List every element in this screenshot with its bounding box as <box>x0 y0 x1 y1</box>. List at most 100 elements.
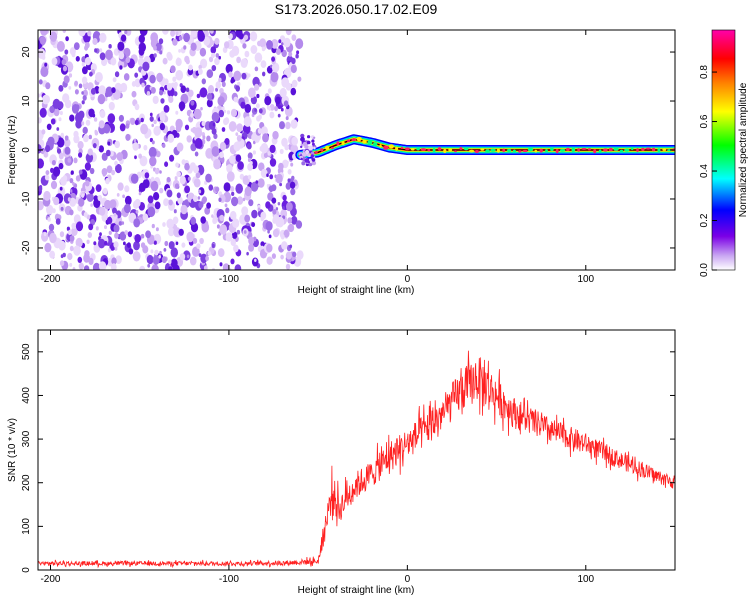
signal-cell <box>641 147 645 151</box>
signal-cell <box>320 148 324 152</box>
noise-cell <box>99 48 103 53</box>
noise-cell <box>198 253 202 258</box>
signal-cell <box>613 147 619 151</box>
noise-cell <box>209 30 214 34</box>
noise-cell <box>147 195 154 204</box>
noise-cell <box>92 262 101 270</box>
signal-cell <box>512 149 517 153</box>
noise-cell <box>52 166 61 177</box>
signal-cell <box>468 149 475 153</box>
noise-cell <box>60 132 64 138</box>
noise-cell <box>81 76 88 84</box>
noise-cell <box>162 30 169 35</box>
noise-cell <box>195 171 201 179</box>
noise-cell <box>127 231 133 238</box>
noise-cell <box>39 107 47 118</box>
noise-cell <box>270 71 279 83</box>
noise-cell <box>45 82 51 90</box>
noise-cell <box>218 77 222 83</box>
y-tick-label: 0 <box>21 147 32 153</box>
noise-cell <box>283 229 290 238</box>
noise-cell <box>290 162 294 167</box>
noise-cell <box>169 154 175 162</box>
noise-cell <box>257 207 261 212</box>
noise-cell <box>173 227 181 238</box>
noise-cell <box>85 119 91 126</box>
noise-cell <box>242 43 247 49</box>
noise-cell <box>106 165 113 174</box>
noise-cell <box>126 242 131 248</box>
noise-cell <box>125 133 131 141</box>
noise-cell <box>141 82 145 88</box>
noise-cell <box>196 243 201 250</box>
noise-cell <box>60 206 64 211</box>
noise-cell <box>159 170 162 174</box>
noise-cell <box>107 248 111 253</box>
signal-cell <box>480 148 485 151</box>
noise-cell <box>40 66 49 78</box>
noise-cell <box>190 112 194 118</box>
noise-cell <box>200 107 203 111</box>
noise-cell <box>153 53 157 58</box>
noise-cell <box>240 58 248 68</box>
noise-cell <box>202 135 206 140</box>
noise-cell <box>64 49 69 55</box>
noise-cell <box>212 122 216 127</box>
noise-cell <box>114 232 119 239</box>
noise-cell <box>254 66 259 72</box>
noise-cell <box>164 240 169 247</box>
noise-cell <box>279 121 285 130</box>
noise-cell <box>206 202 212 209</box>
noise-cell <box>288 223 295 233</box>
noise-cell <box>260 168 268 178</box>
noise-cell <box>167 53 173 61</box>
noise-cell <box>217 96 225 106</box>
signal-cell <box>395 146 399 151</box>
noise-cell <box>153 45 157 51</box>
signal-cell <box>566 147 570 151</box>
transition-cell <box>311 139 315 143</box>
signal-cell <box>454 150 457 153</box>
signal-cell <box>341 141 345 146</box>
noise-cell <box>125 123 130 129</box>
noise-cell <box>235 132 239 137</box>
noise-cell <box>267 151 271 156</box>
noise-cell <box>179 175 186 185</box>
noise-cell <box>155 150 161 158</box>
signal-cell <box>362 139 367 144</box>
noise-cell <box>38 158 44 169</box>
noise-cell <box>43 190 51 201</box>
noise-cell <box>119 231 127 241</box>
noise-cell <box>236 229 241 235</box>
noise-cell <box>38 48 46 59</box>
transition-cell <box>305 163 309 167</box>
noise-cell <box>208 56 214 63</box>
noise-cell <box>228 121 237 132</box>
colorbar-gradient <box>711 29 736 271</box>
x-tick-label: 100 <box>577 574 594 585</box>
noise-cell <box>145 230 152 239</box>
noise-cell <box>139 30 148 37</box>
noise-cell <box>248 236 255 245</box>
noise-cell <box>67 197 71 202</box>
noise-cell <box>38 200 44 211</box>
noise-cell <box>285 182 291 190</box>
noise-cell <box>72 267 76 270</box>
noise-cell <box>53 196 60 206</box>
noise-cell <box>180 204 188 215</box>
noise-cell <box>44 242 52 253</box>
noise-cell <box>67 66 73 73</box>
noise-cell <box>219 214 225 222</box>
noise-cell <box>236 56 242 64</box>
noise-cell <box>72 188 76 193</box>
noise-cell <box>173 81 178 88</box>
signal-cell <box>545 149 548 153</box>
noise-cell <box>206 93 213 101</box>
y-tick-label: -20 <box>21 240 32 255</box>
noise-cell <box>198 189 202 194</box>
signal-cell <box>662 148 667 151</box>
noise-cell <box>119 123 126 132</box>
noise-cell <box>140 233 145 239</box>
signal-cell <box>315 150 318 155</box>
noise-cell <box>168 266 173 270</box>
